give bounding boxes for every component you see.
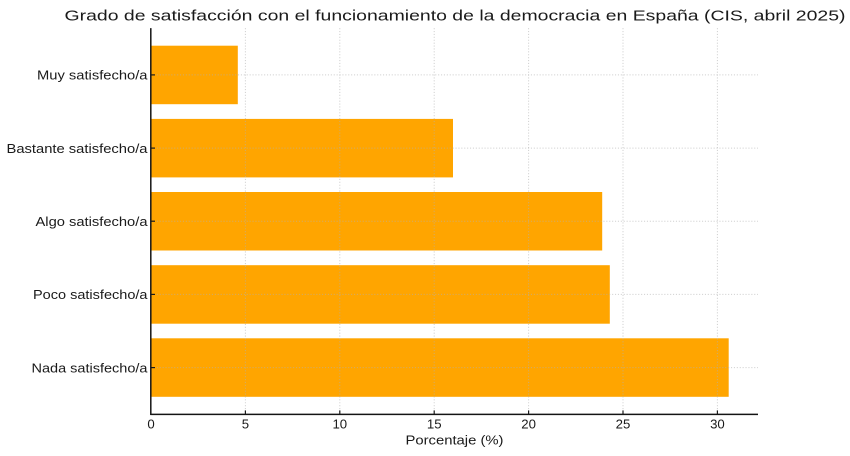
svg-text:30: 30	[710, 417, 725, 432]
svg-text:10: 10	[332, 417, 347, 432]
svg-text:Poco satisfecho/a: Poco satisfecho/a	[33, 287, 148, 302]
svg-text:Nada satisfecho/a: Nada satisfecho/a	[32, 360, 149, 375]
svg-text:0: 0	[147, 417, 154, 432]
svg-text:5: 5	[242, 417, 249, 432]
svg-text:15: 15	[427, 417, 442, 432]
svg-text:Bastante satisfecho/a: Bastante satisfecho/a	[7, 141, 149, 156]
svg-text:Porcentaje (%): Porcentaje (%)	[406, 433, 504, 448]
svg-text:Muy satisfecho/a: Muy satisfecho/a	[37, 68, 148, 83]
svg-text:Grado de satisfacción con el f: Grado de satisfacción con el funcionamie…	[65, 9, 846, 25]
svg-text:25: 25	[616, 417, 631, 432]
svg-text:20: 20	[521, 417, 536, 432]
svg-text:Algo satisfecho/a: Algo satisfecho/a	[36, 214, 149, 229]
